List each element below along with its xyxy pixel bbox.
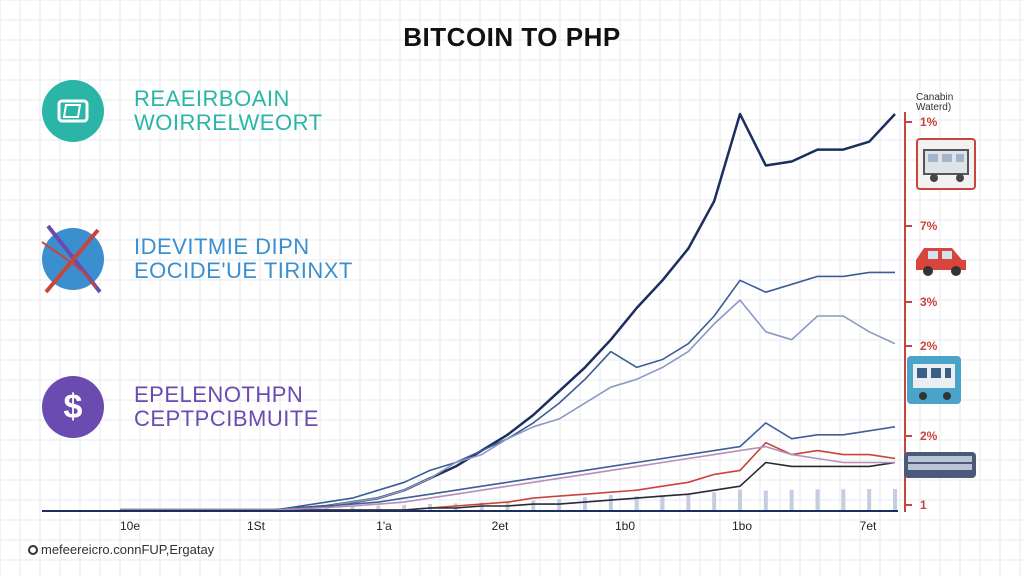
background-bar xyxy=(531,500,536,510)
legend-text-2: IDEVITMIE DIPN EOCIDE'UE TIRINXT xyxy=(134,235,353,283)
background-bar xyxy=(867,489,872,510)
series-line-5 xyxy=(120,441,896,511)
background-bar xyxy=(350,506,355,510)
x-tick-label: 7et xyxy=(860,519,877,533)
legend-label-line1: REAEIRBOAIN xyxy=(134,86,290,111)
background-bar xyxy=(841,489,846,510)
crossed-arrows-icon xyxy=(41,224,104,294)
chart-title: BITCOIN TO PHP xyxy=(403,22,621,52)
dollar-icon: $ xyxy=(42,376,104,438)
footer-source: mefeereicro.connFUP,Ergatay xyxy=(28,542,214,557)
x-tick-label: 10e xyxy=(120,519,140,533)
background-bar xyxy=(608,495,613,510)
bus-icon xyxy=(907,356,961,404)
legend-label-line1: IDEVITMIE DIPN xyxy=(134,234,310,259)
x-tick-label: 1bo xyxy=(732,519,752,533)
legend-item-2: IDEVITMIE DIPN EOCIDE'UE TIRINXT xyxy=(41,224,353,294)
right-tick-label: 2% xyxy=(920,429,938,443)
series-line-7 xyxy=(120,445,895,511)
background-bar xyxy=(893,489,897,510)
right-tick-label: 7% xyxy=(920,219,938,233)
x-tick-label: 1b0 xyxy=(615,519,635,533)
side-panel-header-line1: Canabin xyxy=(916,92,953,103)
legend-text-1: REAEIRBOAIN WOIRRELWEORT xyxy=(134,87,323,135)
legend-label-line2: WOIRRELWEORT xyxy=(134,110,323,135)
background-bar xyxy=(763,490,768,510)
background-bar xyxy=(686,494,691,510)
background-bar xyxy=(376,505,381,510)
background-bar xyxy=(428,504,432,510)
right-tick-label: 1% xyxy=(920,115,938,129)
car-icon xyxy=(912,238,970,278)
legend-item-3: $ EPELENOTHPN CEPTPCIBMUITE xyxy=(42,376,319,438)
series-line-3 xyxy=(120,299,896,511)
train-icon xyxy=(904,452,976,478)
background-bar xyxy=(815,489,820,510)
side-panel-header-line2: Waterd) xyxy=(916,102,951,113)
background-bar xyxy=(634,496,639,510)
right-tick-label: 2% xyxy=(920,339,938,353)
legend-item-1: REAEIRBOAIN WOIRRELWEORT xyxy=(42,80,323,142)
background-bar xyxy=(789,489,794,510)
background-bar xyxy=(402,504,407,510)
legend-label-line1: EPELENOTHPN xyxy=(134,382,304,407)
legend-label-line2: EOCIDE'UE TIRINXT xyxy=(134,258,353,283)
background-bar xyxy=(738,489,742,510)
x-tick-label: 1'a xyxy=(376,519,392,533)
truck-icon xyxy=(916,138,976,190)
x-tick-label: 2et xyxy=(492,519,509,533)
background-bar xyxy=(660,495,665,510)
right-tick-label: 3% xyxy=(920,295,938,309)
series-line-2 xyxy=(120,271,895,511)
legend-text-3: EPELENOTHPN CEPTPCIBMUITE xyxy=(134,383,319,431)
wallet-icon xyxy=(42,80,104,142)
background-bar xyxy=(712,492,717,510)
copyright-icon xyxy=(28,544,38,555)
background-bar xyxy=(583,497,587,510)
legend-label-line2: CEPTPCIBMUITE xyxy=(134,406,319,431)
x-tick-label: 1St xyxy=(247,519,266,533)
footer-text: mefeereicro.connFUP,Ergatay xyxy=(41,542,215,557)
right-tick-label: 1 xyxy=(920,498,927,512)
